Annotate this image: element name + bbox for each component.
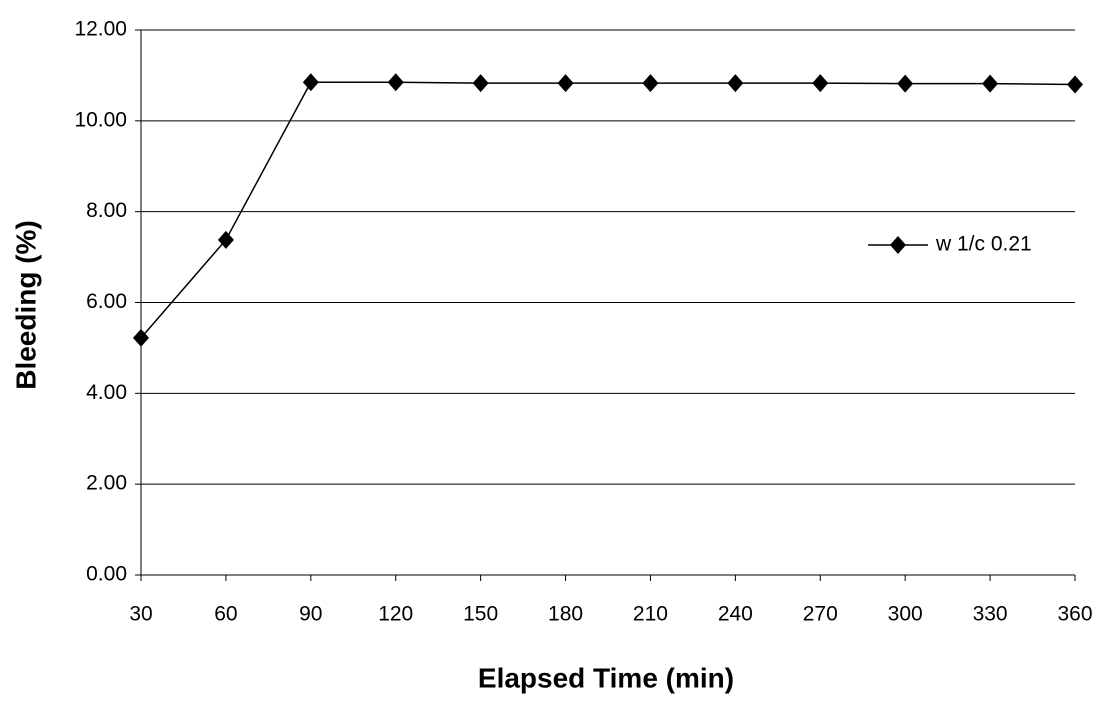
y-tick-label: 10.00 (74, 108, 127, 131)
legend-label: w 1/c 0.21 (935, 233, 1032, 256)
marker (897, 74, 914, 93)
series-line (140, 81, 1076, 339)
x-tick-label: 360 (1057, 603, 1092, 626)
y-tick-label: 0.00 (86, 563, 127, 586)
x-tick-label: 270 (803, 603, 838, 626)
marker (217, 230, 234, 249)
marker (133, 328, 149, 347)
x-tick-label: 210 (633, 603, 668, 626)
x-tick-label: 330 (973, 603, 1008, 626)
x-axis-title: Elapsed Time (min) (478, 662, 734, 693)
y-axis-title: Bleeding (%) (10, 220, 41, 390)
marker (302, 73, 319, 92)
x-tick-label: 300 (888, 603, 923, 626)
y-tick-label: 8.00 (86, 199, 127, 222)
marker (557, 74, 574, 93)
marker (387, 73, 404, 92)
legend-marker (890, 236, 906, 254)
marker (812, 74, 829, 93)
x-tick-label: 180 (548, 603, 583, 626)
marker (642, 74, 659, 93)
y-tick-label: 2.00 (86, 472, 127, 495)
marker (1067, 75, 1083, 94)
marker (727, 74, 744, 93)
x-tick-label: 120 (378, 603, 413, 626)
marker (982, 74, 999, 93)
x-tick-label: 30 (129, 603, 152, 626)
x-tick-label: 60 (214, 603, 237, 626)
x-tick-label: 150 (463, 603, 498, 626)
y-tick-label: 12.00 (74, 18, 127, 41)
x-tick-label: 240 (718, 603, 753, 626)
marker (472, 74, 489, 93)
x-tick-label: 90 (299, 603, 322, 626)
y-tick-label: 4.00 (86, 381, 127, 404)
y-tick-label: 6.00 (86, 290, 127, 313)
